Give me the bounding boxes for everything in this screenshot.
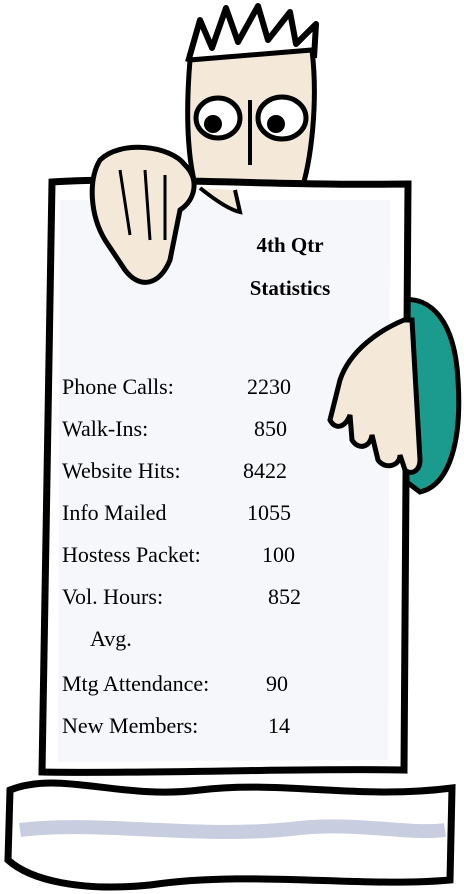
stat-value: 100	[262, 542, 295, 567]
stat-note: Avg.	[90, 626, 132, 651]
title: 4th Qtr	[256, 233, 323, 257]
stat-value: 852	[268, 584, 301, 609]
pupil	[267, 115, 285, 133]
pupil	[204, 115, 222, 133]
stat-value: 14	[268, 713, 290, 738]
stat-label: Walk-Ins:	[62, 416, 148, 441]
stat-label: Mtg Attendance:	[62, 671, 209, 696]
stat-value: 1055	[247, 500, 291, 525]
stat-value: 850	[254, 416, 287, 441]
stat-label: Phone Calls:	[62, 374, 174, 399]
stat-value: 2230	[247, 374, 291, 399]
page: {"header": {"title_line1": "4th Qtr", "t…	[0, 0, 464, 894]
title: Statistics	[250, 276, 331, 300]
clipart: 4th Qtr Statistics Phone Calls: 2230 Walk-…	[0, 0, 464, 894]
stat-label: New Members:	[62, 713, 198, 738]
curl-shade	[20, 826, 445, 832]
stat-value: 8422	[243, 458, 287, 483]
stat-label: Info Mailed	[62, 500, 166, 525]
stat-label: Hostess Packet:	[62, 542, 201, 567]
stat-label: Vol. Hours:	[62, 584, 163, 609]
stat-value: 90	[266, 671, 288, 696]
stat-label: Website Hits:	[62, 458, 181, 483]
